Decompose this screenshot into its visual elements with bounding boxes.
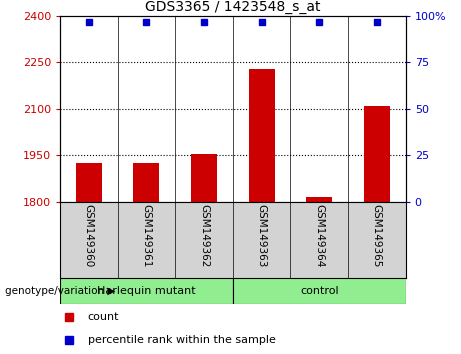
Text: GSM149360: GSM149360: [84, 204, 94, 267]
Text: genotype/variation ▶: genotype/variation ▶: [5, 286, 115, 296]
Text: GSM149364: GSM149364: [314, 204, 324, 267]
Text: GSM149363: GSM149363: [257, 204, 266, 267]
Title: GDS3365 / 1423548_s_at: GDS3365 / 1423548_s_at: [145, 0, 320, 13]
Bar: [233, 278, 406, 304]
Bar: [76, 163, 102, 202]
Bar: [133, 163, 160, 202]
Text: Harlequin mutant: Harlequin mutant: [97, 286, 195, 296]
Bar: [248, 69, 275, 202]
Bar: [60, 278, 233, 304]
Bar: [191, 154, 217, 202]
Text: percentile rank within the sample: percentile rank within the sample: [88, 335, 276, 346]
Bar: [306, 197, 332, 202]
Text: control: control: [300, 286, 338, 296]
Text: GSM149362: GSM149362: [199, 204, 209, 267]
Bar: [364, 106, 390, 202]
Text: count: count: [88, 312, 119, 322]
Text: GSM149365: GSM149365: [372, 204, 382, 267]
Text: GSM149361: GSM149361: [142, 204, 151, 267]
